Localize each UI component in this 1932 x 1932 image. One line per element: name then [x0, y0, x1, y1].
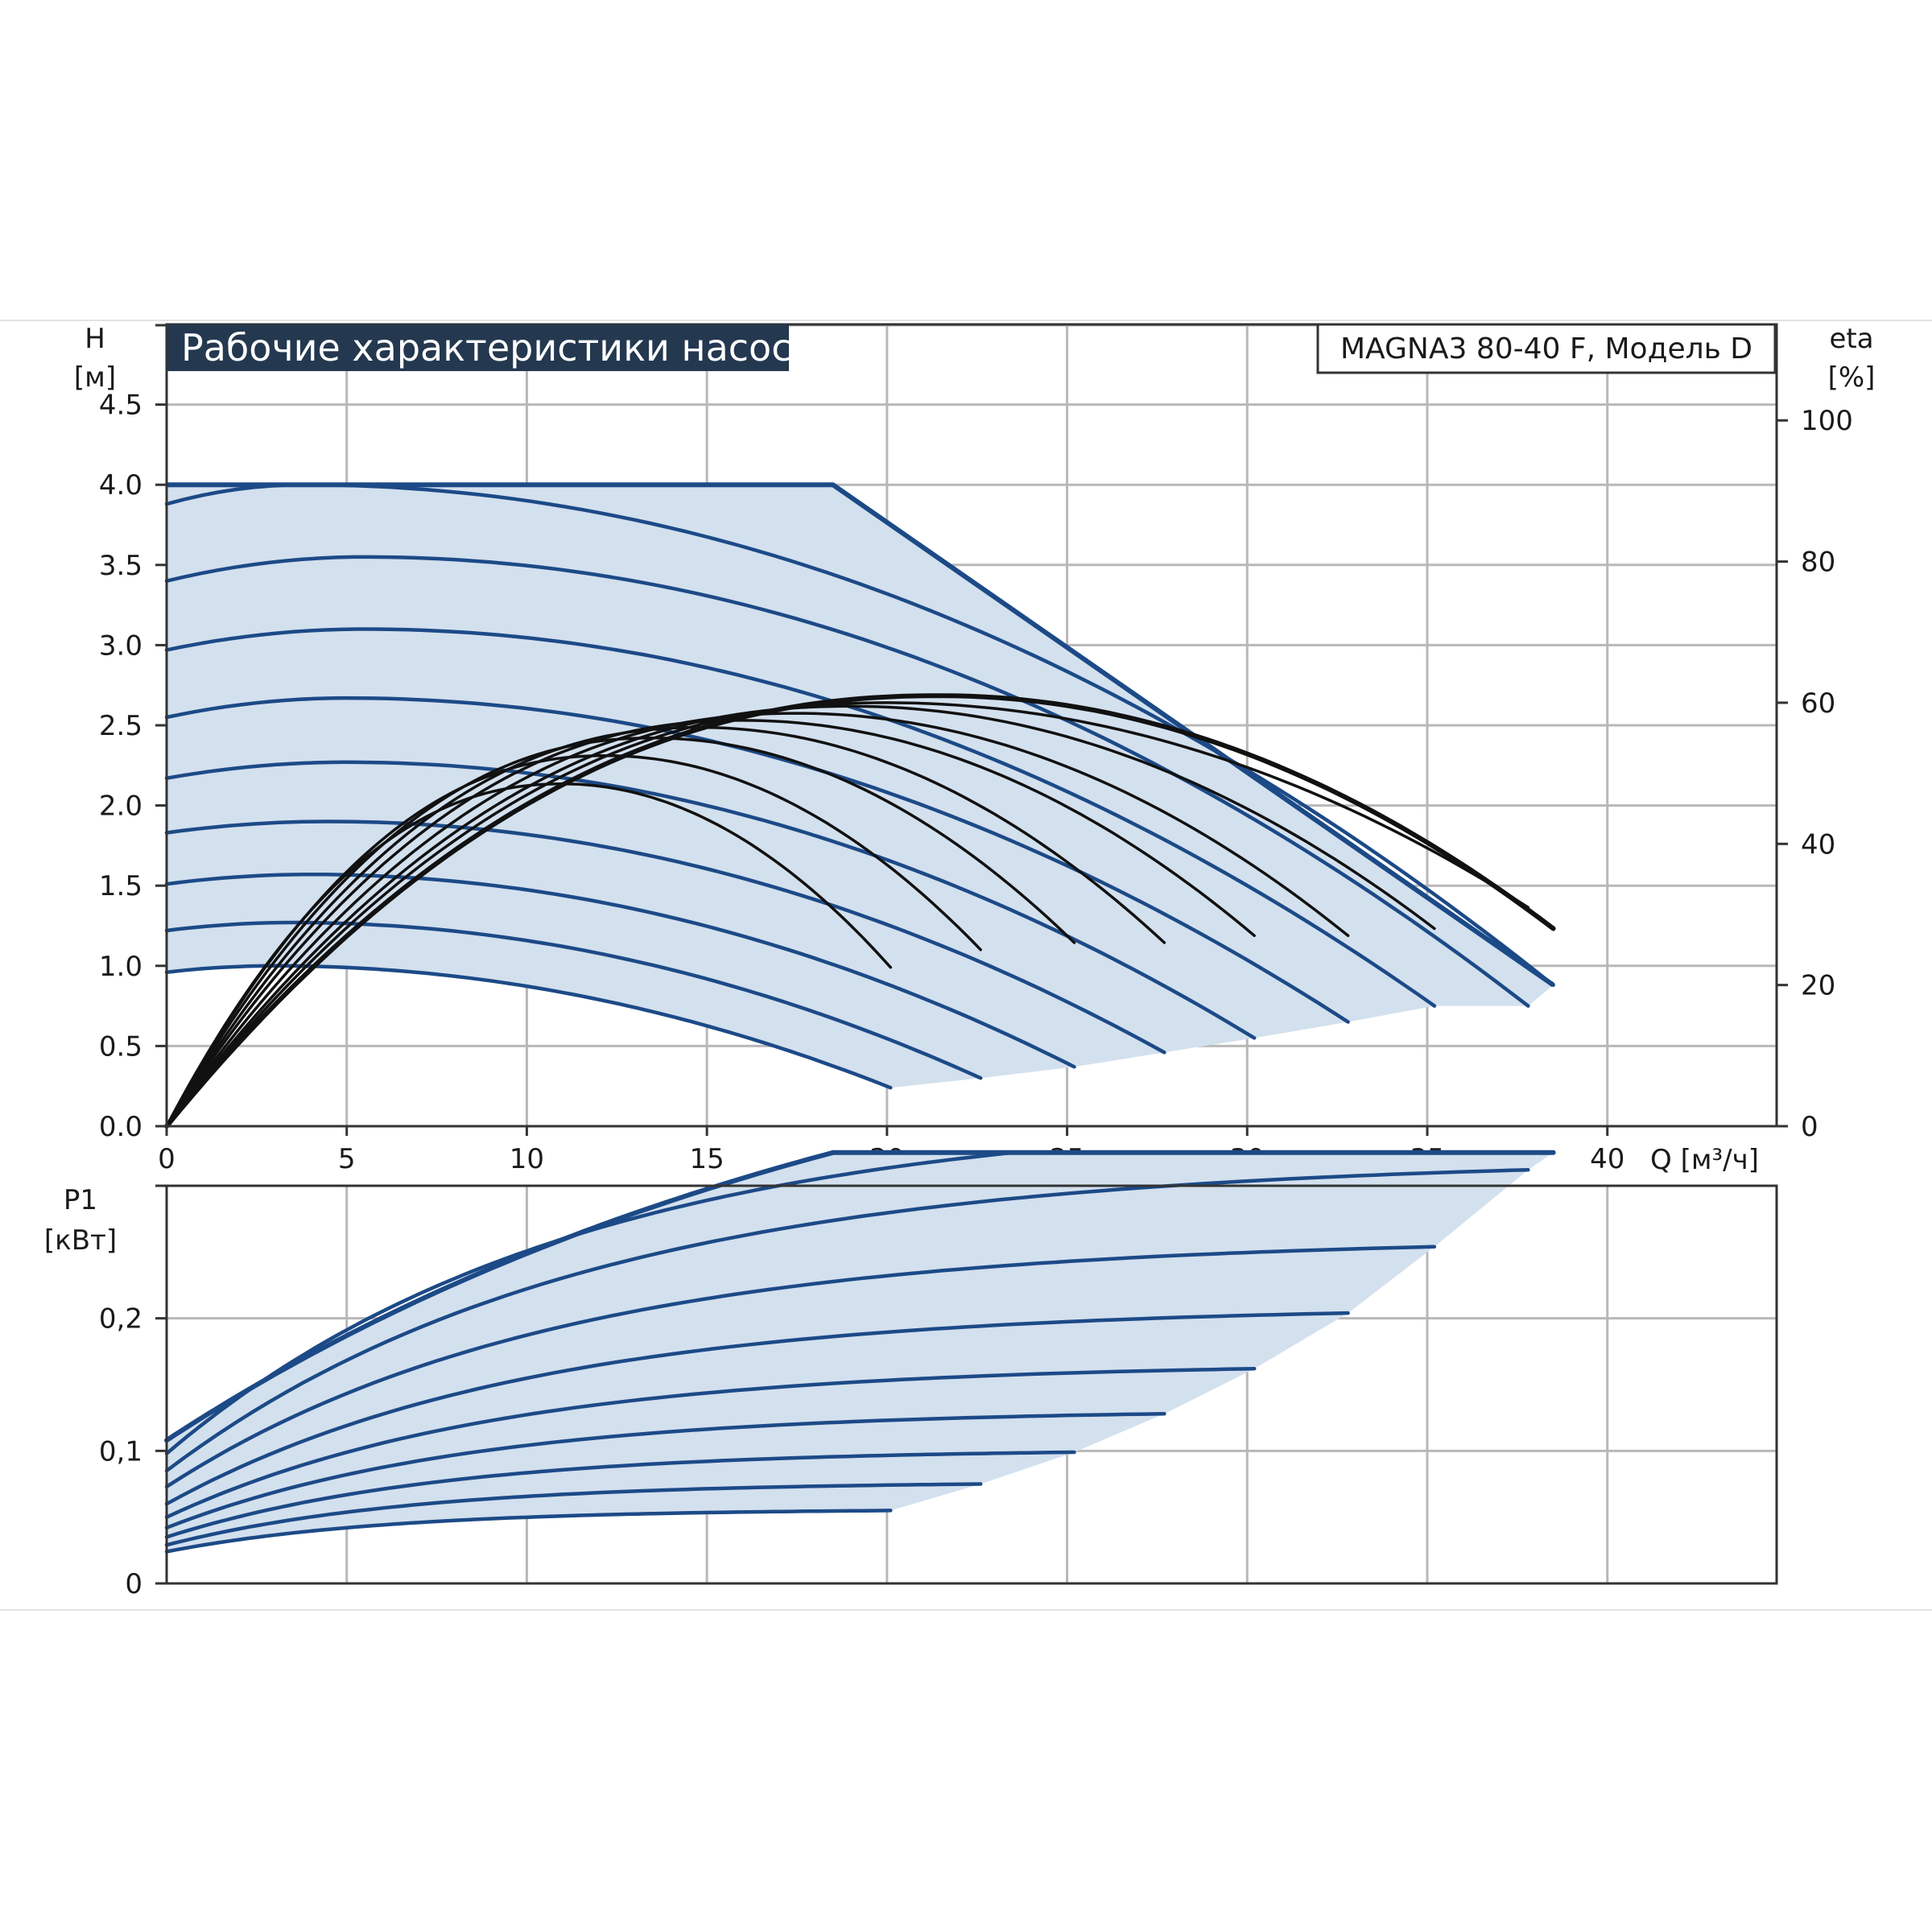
- head-curve: [164, 696, 1350, 1024]
- head-curve: [164, 920, 983, 1080]
- eta-tick-label: 100: [1801, 405, 1853, 437]
- p1-tick-label: 0,1: [99, 1435, 142, 1468]
- head-curves: [164, 482, 1555, 1090]
- power-curve: [164, 1366, 1257, 1519]
- h-tick-label: 0.5: [99, 1030, 142, 1063]
- head-curve: [164, 819, 1166, 1055]
- head-curve: [164, 627, 1437, 1008]
- p1-axis-unit: [кВт]: [44, 1224, 117, 1257]
- eta-tick-label: 80: [1801, 547, 1835, 579]
- q-tick-label: 40: [1590, 1143, 1624, 1175]
- h-tick-label: 1.0: [99, 951, 142, 983]
- h-tick-label: 0.0: [99, 1111, 142, 1143]
- p1-axis-ticks: 0 0,1 0,2: [99, 1184, 167, 1600]
- h-tick-label: 4.0: [99, 469, 142, 502]
- h-tick-label: 1.5: [99, 870, 142, 902]
- eta-tick-label: 40: [1801, 828, 1835, 861]
- q-tick-label: 10: [510, 1143, 544, 1175]
- model-label: MAGNA3 80-40 F, Модель D: [1340, 332, 1752, 365]
- efficiency-curves: [164, 693, 1556, 1129]
- head-curve: [164, 760, 1257, 1040]
- q-axis-ticks: 0510152025303540: [158, 1126, 1624, 1175]
- eta-tick-label: 60: [1801, 687, 1835, 720]
- eta-tick-label: 0: [1801, 1111, 1818, 1143]
- efficiency-curve: [165, 704, 1436, 1128]
- p1-tick-label: 0: [125, 1568, 142, 1600]
- max-head-limit-line: [167, 482, 1555, 988]
- h-axis-ticks: 0.0 0.5 1.0 1.5 2.0 2.5 3.0 3.5 4.0 4.5: [99, 324, 167, 1143]
- efficiency-curve: [165, 782, 893, 1128]
- eta-axis-ticks: 0 20 40 60 80 100: [1777, 405, 1853, 1143]
- q-tick-label: 0: [158, 1143, 175, 1175]
- power-chart: 0 0,1 0,2 P1 [кВт]: [44, 1150, 1778, 1600]
- efficiency-curve: [165, 701, 1530, 1128]
- power-curve: [164, 1150, 1015, 1455]
- power-curve: [164, 1450, 1076, 1539]
- power-range-area: [167, 1152, 1554, 1552]
- h-tick-label: 2.0: [99, 791, 142, 823]
- model-label-box: [1316, 323, 1777, 374]
- power-curve: [164, 1311, 1350, 1506]
- h-axis-title: H: [85, 323, 105, 355]
- p1-tick-label: 0,2: [99, 1303, 142, 1335]
- efficiency-curve: [165, 712, 1350, 1128]
- efficiency-curve: [165, 725, 1166, 1128]
- head-curve: [164, 964, 893, 1090]
- chart-title: Рабочие характеристики насоса: [181, 326, 815, 369]
- power-curves: [164, 1150, 1556, 1554]
- h-tick-label: 4.5: [99, 390, 142, 422]
- q-axis-title: Q [м³/ч]: [1650, 1144, 1759, 1176]
- head-curve: [164, 482, 1555, 987]
- power-curve: [164, 1167, 1530, 1473]
- head-efficiency-chart: 0510152025303540 0.00.51.01.52.02.53.03.…: [74, 323, 1876, 1176]
- q-tick-label: 5: [338, 1143, 356, 1175]
- power-curve: [164, 1482, 983, 1547]
- power-curve: [164, 1509, 893, 1554]
- efficiency-curve: [164, 693, 1556, 1129]
- eta-tick-label: 20: [1801, 970, 1835, 1002]
- head-curve: [164, 555, 1530, 1008]
- h-tick-label: 2.5: [99, 710, 142, 742]
- head-curve: [164, 873, 1076, 1069]
- power-curve: [164, 1411, 1166, 1530]
- efficiency-curve: [165, 737, 1076, 1128]
- h-axis-unit: [м]: [74, 361, 116, 394]
- power-chart-frame: [165, 1184, 1778, 1585]
- q-tick-label: 15: [690, 1143, 724, 1175]
- eta-axis-title: eta: [1829, 323, 1873, 355]
- efficiency-curve: [165, 719, 1256, 1128]
- h-tick-label: 3.5: [99, 550, 142, 582]
- eta-axis-unit: [%]: [1828, 361, 1876, 394]
- h-tick-label: 3.0: [99, 630, 142, 662]
- p1-axis-title: P1: [64, 1184, 97, 1216]
- power-curve: [164, 1245, 1437, 1489]
- chart-title-box: [167, 324, 789, 371]
